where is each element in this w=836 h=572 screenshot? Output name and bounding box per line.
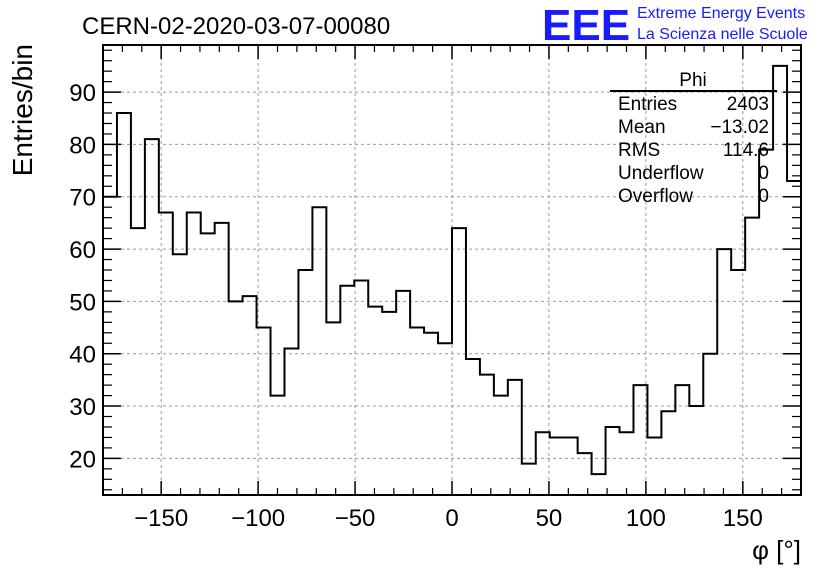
chart-title: CERN-02-2020-03-07-00080 [82, 13, 390, 40]
tick-labels: −150 −100 −50 0 50 100 150 20 30 40 50 60 70 80 90 [69, 80, 763, 532]
stats-overflow-value: 0 [758, 186, 769, 207]
eee-logo-line-2: La Scienza nelle Scuole [637, 26, 808, 43]
y-tick-label: 80 [69, 132, 96, 159]
stats-underflow-label: Underflow [618, 163, 704, 184]
stats-box: Phi Entries 2403 Mean −13.02 RMS 114.6 U… [610, 70, 777, 207]
stats-entries-label: Entries [618, 94, 677, 115]
x-tick-label: 0 [445, 505, 458, 532]
x-tick-label: −100 [231, 505, 285, 532]
y-tick-label: 90 [69, 80, 96, 107]
x-axis-label: φ [°] [752, 535, 801, 565]
plot-frame [102, 44, 802, 496]
eee-logo: EEE Extreme Energy Events La Scienza nel… [542, 1, 808, 50]
y-tick-label: 40 [69, 342, 96, 369]
stats-entries-value: 2403 [727, 94, 769, 115]
stats-box-title: Phi [679, 70, 706, 91]
x-tick-label: 100 [626, 505, 666, 532]
histogram-series [103, 64, 801, 476]
y-tick-label: 70 [69, 185, 96, 212]
y-tick-label: 50 [69, 289, 96, 316]
stats-mean-label: Mean [618, 117, 666, 138]
x-tick-label: 150 [723, 505, 763, 532]
y-tick-label: 30 [69, 394, 96, 421]
stats-mean-value: −13.02 [710, 117, 769, 138]
y-tick-label: 20 [69, 446, 96, 473]
eee-logo-mark: EEE [542, 1, 630, 50]
x-tick-label: 50 [536, 505, 563, 532]
x-tick-label: −150 [134, 505, 188, 532]
y-tick-label: 60 [69, 237, 96, 264]
stats-overflow-label: Overflow [618, 186, 693, 207]
axis-ticks [102, 45, 802, 495]
stats-underflow-value: 0 [758, 163, 769, 184]
eee-logo-line-1: Extreme Energy Events [637, 5, 805, 22]
stats-rms-label: RMS [618, 140, 660, 161]
x-tick-label: −50 [335, 505, 376, 532]
stats-rms-value: 114.6 [723, 140, 769, 161]
y-axis-label: Entries/bin [7, 44, 38, 176]
